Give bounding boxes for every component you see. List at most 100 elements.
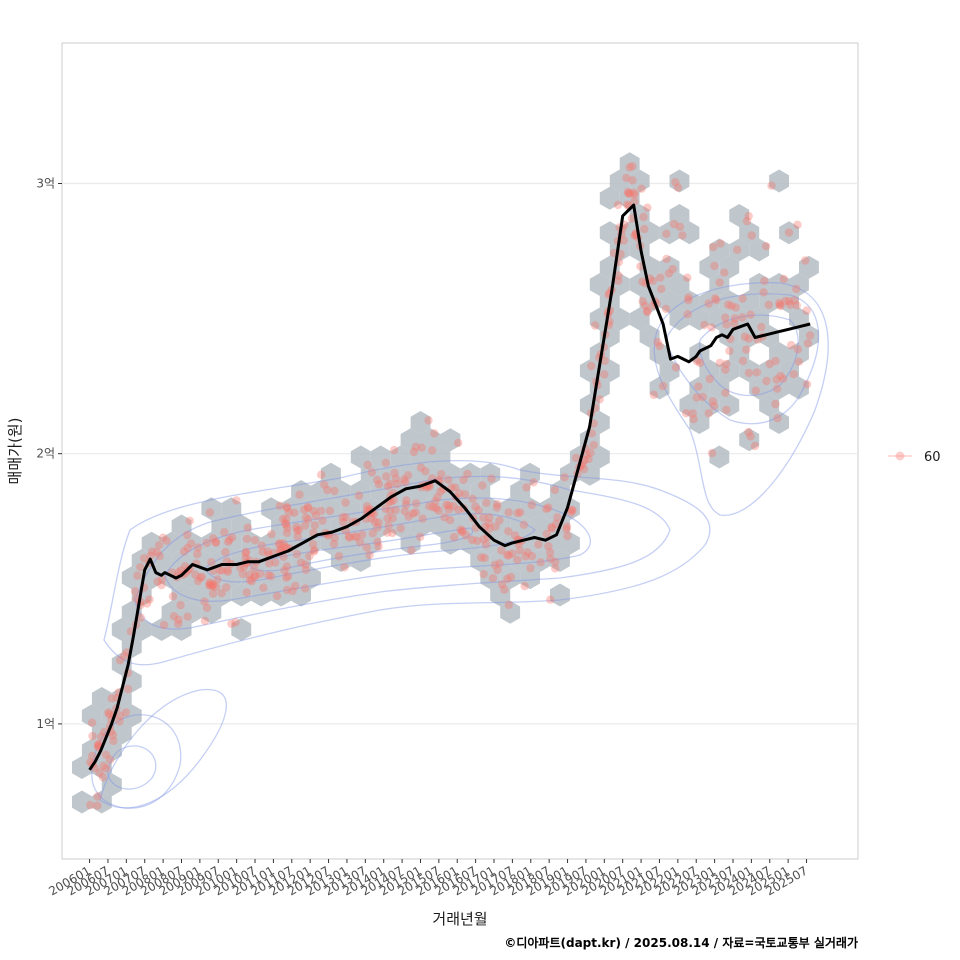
data-point — [779, 374, 788, 383]
data-point — [638, 277, 647, 286]
data-point — [88, 731, 97, 741]
data-point — [257, 541, 266, 550]
data-point — [283, 523, 292, 533]
data-point — [563, 531, 572, 541]
hex-bin — [729, 342, 750, 365]
data-point — [93, 740, 103, 749]
data-point — [712, 296, 721, 305]
data-point — [411, 442, 421, 452]
data-point — [431, 497, 440, 506]
data-point — [365, 550, 374, 560]
data-point — [716, 239, 725, 248]
data-point — [492, 503, 502, 512]
data-point — [675, 222, 685, 231]
data-point — [684, 293, 693, 302]
data-point — [688, 409, 697, 418]
data-point — [325, 506, 335, 515]
data-point — [224, 537, 233, 546]
hex-bin — [789, 342, 809, 365]
data-point — [740, 332, 750, 341]
data-point — [236, 563, 245, 573]
data-point — [733, 245, 742, 254]
data-point — [355, 538, 365, 547]
data-point — [744, 427, 753, 437]
data-point — [643, 307, 652, 317]
data-point — [310, 546, 319, 555]
data-point — [656, 273, 665, 282]
data-point — [485, 513, 494, 522]
data-point — [463, 469, 472, 479]
data-point — [775, 298, 784, 308]
hex-bin — [629, 169, 650, 193]
data-point — [383, 528, 392, 537]
data-point — [587, 361, 596, 371]
data-point — [93, 801, 102, 810]
data-point — [628, 176, 637, 185]
data-point — [169, 612, 179, 621]
data-point — [154, 541, 164, 550]
data-point — [341, 498, 350, 507]
hex-bin — [579, 462, 600, 486]
data-point — [455, 488, 464, 498]
data-point — [744, 334, 753, 343]
hex-bin — [91, 790, 112, 814]
data-point — [374, 518, 383, 527]
data-point — [350, 532, 359, 541]
data-point — [776, 371, 785, 381]
contour-line — [666, 293, 820, 425]
data-point — [153, 577, 162, 586]
trend-layer — [88, 203, 811, 771]
data-point — [200, 597, 209, 606]
hex-bin — [350, 480, 371, 503]
data-point — [711, 294, 720, 303]
data-point — [738, 294, 747, 303]
hex-bin — [589, 411, 610, 434]
hex-bin — [91, 756, 112, 779]
hex-bin — [649, 342, 670, 365]
data-point — [759, 288, 768, 297]
data-point — [542, 504, 551, 513]
data-point — [301, 560, 310, 569]
data-point — [245, 575, 255, 585]
data-point — [174, 619, 183, 628]
data-point — [284, 508, 294, 517]
data-point — [536, 558, 545, 567]
data-point — [255, 569, 265, 579]
data-point — [715, 278, 724, 287]
data-point — [282, 528, 292, 538]
data-point — [545, 548, 555, 557]
data-point — [179, 547, 189, 556]
hex-bin — [330, 480, 351, 503]
data-point — [513, 508, 522, 518]
data-point — [186, 539, 196, 548]
data-point — [488, 574, 498, 583]
data-point — [108, 730, 118, 740]
data-point — [283, 503, 292, 513]
data-point — [630, 190, 639, 199]
data-point — [223, 567, 232, 576]
data-point — [381, 504, 390, 513]
data-point — [547, 524, 556, 533]
data-point — [454, 505, 463, 514]
data-point — [383, 514, 392, 523]
data-point — [370, 517, 379, 526]
hex-bin — [540, 497, 560, 521]
data-point — [215, 566, 224, 575]
data-point — [771, 399, 780, 409]
hex-bin — [181, 531, 202, 555]
data-point — [471, 502, 480, 511]
data-point — [649, 390, 658, 400]
data-point — [238, 569, 248, 579]
data-point — [781, 296, 790, 306]
data-point — [630, 197, 639, 206]
hex-bin — [699, 290, 720, 314]
data-point — [155, 551, 164, 561]
hex-bin — [749, 307, 770, 331]
data-point — [473, 536, 482, 545]
data-point — [510, 531, 520, 540]
hex-bin — [241, 566, 262, 590]
data-point — [433, 493, 442, 502]
data-point — [707, 323, 716, 332]
hex-bin — [649, 273, 670, 296]
hex-bin — [191, 583, 212, 607]
